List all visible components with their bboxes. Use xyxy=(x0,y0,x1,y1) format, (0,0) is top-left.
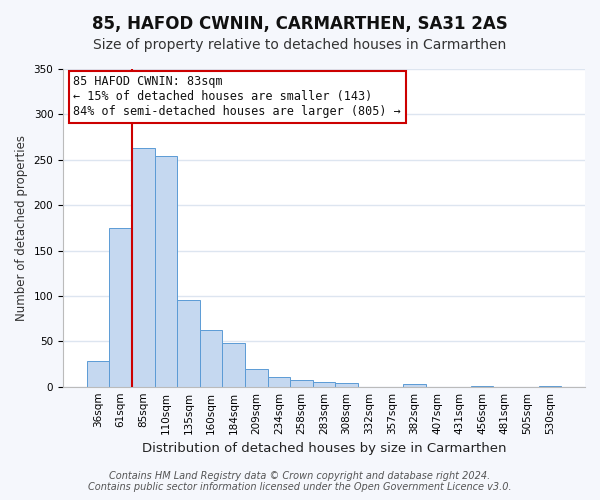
Bar xyxy=(87,362,109,386)
Text: 85 HAFOD CWNIN: 83sqm
← 15% of detached houses are smaller (143)
84% of semi-det: 85 HAFOD CWNIN: 83sqm ← 15% of detached … xyxy=(73,76,401,118)
Bar xyxy=(290,380,313,386)
Bar xyxy=(132,148,155,386)
Bar xyxy=(335,383,358,386)
X-axis label: Distribution of detached houses by size in Carmarthen: Distribution of detached houses by size … xyxy=(142,442,506,455)
Text: Contains HM Land Registry data © Crown copyright and database right 2024.
Contai: Contains HM Land Registry data © Crown c… xyxy=(88,471,512,492)
Bar xyxy=(245,368,268,386)
Bar xyxy=(109,228,132,386)
Text: 85, HAFOD CWNIN, CARMARTHEN, SA31 2AS: 85, HAFOD CWNIN, CARMARTHEN, SA31 2AS xyxy=(92,15,508,33)
Y-axis label: Number of detached properties: Number of detached properties xyxy=(15,135,28,321)
Bar xyxy=(177,300,200,386)
Bar xyxy=(200,330,223,386)
Bar xyxy=(268,376,290,386)
Text: Size of property relative to detached houses in Carmarthen: Size of property relative to detached ho… xyxy=(94,38,506,52)
Bar xyxy=(155,156,177,386)
Bar xyxy=(223,343,245,386)
Bar xyxy=(313,382,335,386)
Bar xyxy=(403,384,425,386)
